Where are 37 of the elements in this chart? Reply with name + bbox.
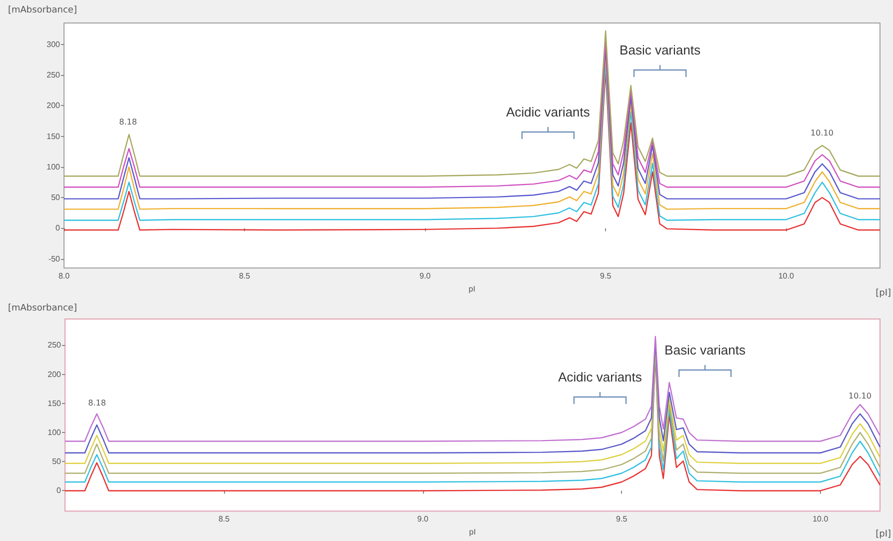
annotation: 8.18 [88,398,106,408]
x-tick-label: 9.0 [417,514,429,524]
y-tick-label: 0 [56,224,61,233]
x-tick-label: 9.5 [600,272,612,280]
x-axis-title: pI [469,528,476,536]
y-tick-label: 100 [46,162,61,172]
y-tick-label: 50 [52,457,62,466]
x-tick-label: 8.5 [238,272,251,280]
x-axis-title: pI [468,284,476,294]
y-tick-label: 0 [56,486,62,496]
y-tick-label: 200 [46,101,61,110]
y-tick-label: 50 [51,193,61,202]
annotation: Basic variants [620,42,701,58]
annotation: 10.10 [848,392,872,400]
x-tick-label: 9.5 [616,514,628,524]
y-tick-label: 250 [46,70,61,80]
x-tick-label: 8.5 [218,514,230,524]
annotation: 10.10 [810,128,834,138]
y-tick-label: -50 [48,254,61,264]
y-axis-title: [mAbsorbance] [8,6,77,16]
y-tick-label: 150 [48,398,62,408]
x-tick-label: 10.0 [812,514,829,524]
x-tick-label: 10.0 [778,272,794,280]
annotation: Acidic variants [558,370,642,384]
annotation: Basic variants [664,342,746,358]
y-axis-title: [mAbsorbance] [8,304,77,314]
x-tick-label: 8.0 [58,272,70,280]
y-tick-label: 300 [46,40,61,49]
y-tick-label: 100 [48,428,62,438]
x-tick-label: 9.0 [420,272,432,280]
annotation: Acidic variants [506,104,590,120]
y-tick-label: 250 [48,340,62,350]
y-tick-label: 150 [46,132,61,141]
y-tick-label: 200 [48,370,62,379]
annotation: 8.18 [119,118,137,126]
text: [pI] [876,530,891,540]
text: [pI] [876,288,891,298]
